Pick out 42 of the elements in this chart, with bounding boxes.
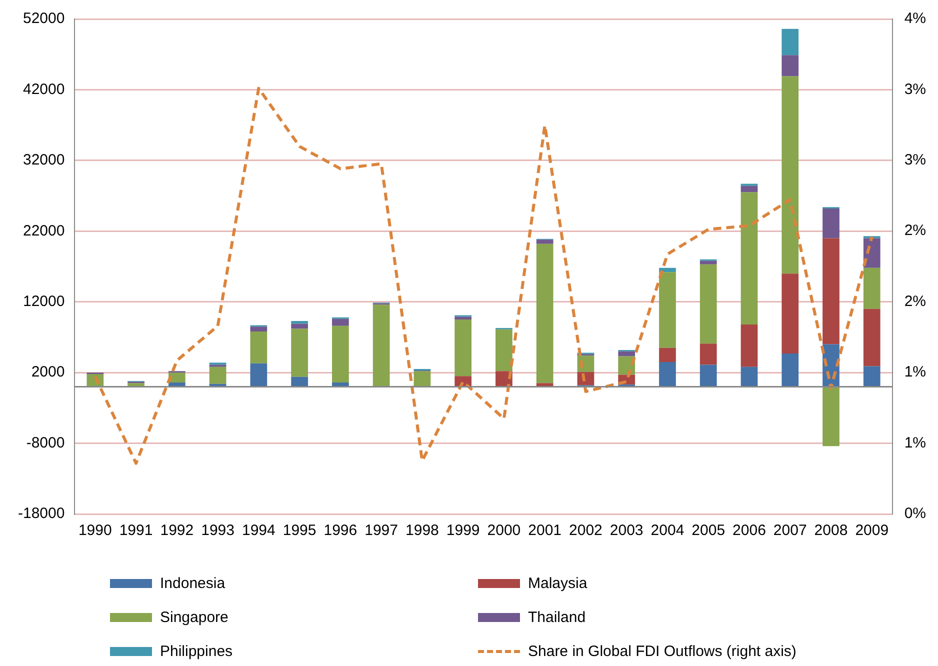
- y-tick-label: 12000: [22, 293, 65, 310]
- x-tick-label: 1994: [242, 522, 276, 540]
- x-tick-label: 1998: [406, 522, 439, 540]
- y2-tick-label: 3%: [904, 152, 926, 169]
- x-tick-label: 1999: [446, 522, 480, 540]
- x-tick-label: 1996: [324, 522, 358, 540]
- x-tick-label: 2008: [814, 522, 848, 540]
- legend-label: Malaysia: [528, 574, 588, 592]
- x-tick-label: 2009: [855, 522, 889, 540]
- y2-tick-label: 1%: [904, 364, 926, 381]
- legend-label: Singapore: [160, 608, 228, 626]
- y-tick-label: 42000: [22, 80, 65, 98]
- legend-label: Thailand: [528, 608, 586, 626]
- y-tick-label: 22000: [22, 222, 65, 240]
- y2-tick-label: 2%: [904, 293, 926, 310]
- x-tick-label: 2001: [528, 522, 562, 540]
- x-tick-label: 2003: [610, 522, 644, 540]
- y-tick-label: 52000: [22, 10, 65, 28]
- x-tick-label: 1997: [364, 522, 398, 540]
- legend-label: Share in Global FDI Outflows (right axis): [528, 642, 796, 660]
- x-tick-label: 1992: [160, 522, 194, 540]
- y2-tick-label: 3%: [904, 80, 926, 98]
- y2-tick-label: 4%: [904, 10, 926, 28]
- x-tick-label: 1993: [201, 522, 234, 540]
- x-tick-label: 2004: [650, 522, 684, 540]
- x-tick-label: 2007: [773, 522, 807, 540]
- x-tick-label: 1991: [119, 522, 153, 540]
- y2-tick-label: 1%: [904, 434, 926, 452]
- x-tick-label: 1995: [282, 522, 316, 540]
- legend-label: Indonesia: [160, 574, 226, 592]
- y-tick-label: 2000: [31, 364, 65, 381]
- x-tick-label: 1990: [78, 522, 112, 540]
- x-tick-label: 2006: [732, 522, 766, 540]
- x-tick-label: 2005: [692, 522, 726, 540]
- y-tick-label: 32000: [22, 152, 65, 169]
- x-tick-label: 2000: [487, 522, 521, 540]
- y-tick-label: -8000: [26, 434, 65, 452]
- legend-label: Philippines: [160, 642, 233, 660]
- y2-tick-label: 2%: [904, 222, 926, 240]
- x-tick-label: 2002: [569, 522, 602, 540]
- y2-tick-label: 0%: [904, 505, 926, 522]
- y-tick-label: -18000: [18, 505, 65, 522]
